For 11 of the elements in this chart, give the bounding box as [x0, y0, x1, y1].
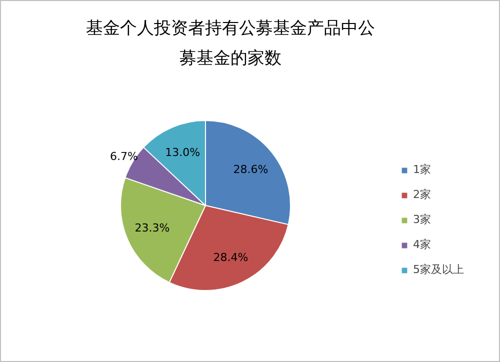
data-label: 28.4%: [213, 250, 248, 264]
legend-label: 5家及以上: [413, 262, 464, 277]
legend-label: 1家: [413, 162, 432, 177]
data-label: 13.0%: [165, 146, 200, 159]
legend-label: 4家: [413, 237, 432, 252]
legend-label: 3家: [413, 212, 432, 227]
data-label: 23.3%: [134, 221, 170, 234]
data-label: 28.6%: [233, 163, 268, 176]
legend-label: 2家: [413, 187, 432, 202]
chart-title: 基金个人投资者持有公募基金产品中公募基金的家数: [86, 18, 375, 68]
data-label: 6.7%: [110, 150, 138, 163]
